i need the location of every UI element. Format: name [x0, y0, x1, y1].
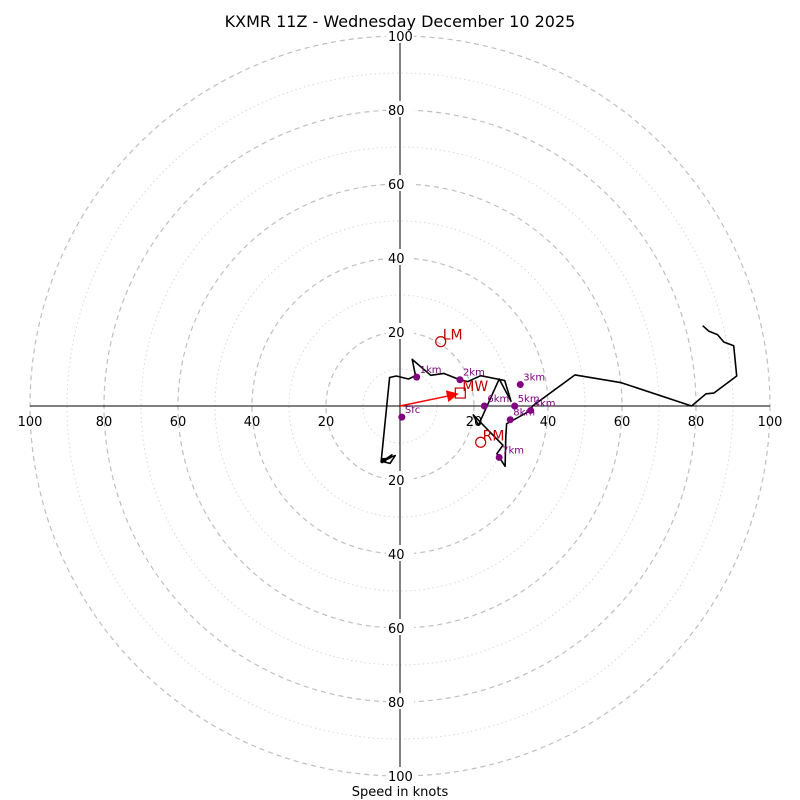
- storm-motion-markers: LM RM MW: [399, 328, 505, 448]
- tick-label-bg-north-100: [386, 27, 414, 43]
- hodograph-trace-layer: [380, 325, 738, 468]
- storm-motion-marker-rm: [475, 436, 487, 448]
- storm-motion-label-rm: RM: [483, 428, 505, 444]
- mean-wind-vector: [399, 390, 459, 407]
- height-marker-1km: [413, 373, 421, 381]
- height-marker-3km: [516, 381, 524, 389]
- tick-label-bg-south-20: [386, 471, 414, 487]
- height-label-1km: 1km: [420, 365, 442, 376]
- height-marker-5km: [511, 402, 519, 410]
- height-marker-6km: [480, 402, 488, 410]
- tick-label-north-40: 40: [388, 252, 405, 267]
- tick-label-bg-south-40: [386, 545, 414, 561]
- height-marker-4km: [527, 406, 535, 414]
- tick-label-bg-south-60: [386, 619, 414, 635]
- height-label-4km: 4km: [534, 398, 556, 409]
- tick-label-north-60: 60: [388, 178, 405, 193]
- tick-label-bg-north-60: [386, 175, 414, 191]
- tick-label-west-20: 20: [318, 415, 335, 430]
- tick-label-west-100: 100: [18, 415, 43, 430]
- tick-label-south-60: 60: [388, 622, 405, 637]
- tick-label-east-60: 60: [614, 415, 631, 430]
- storm-motion-label-mw: MW: [462, 379, 488, 395]
- height-label-2km: 2km: [463, 368, 485, 379]
- tick-label-west-80: 80: [96, 415, 113, 430]
- tick-label-north-80: 80: [388, 104, 405, 119]
- storm-motion-marker-mw: [454, 387, 466, 399]
- tick-label-east-80: 80: [688, 415, 705, 430]
- tick-label-bg-south-100: [386, 767, 414, 783]
- x-axis-label: Speed in knots: [352, 785, 449, 800]
- height-marker-sfc: [398, 413, 406, 421]
- height-label-8km: 8km: [513, 408, 535, 419]
- tick-label-west-60: 60: [170, 415, 187, 430]
- tick-label-north-100: 100: [388, 30, 413, 45]
- height-marker-7km: [495, 453, 503, 461]
- height-label-sfc: Sfc: [405, 405, 420, 416]
- height-marker-8km: [506, 416, 514, 424]
- height-marker-2km: [456, 376, 464, 384]
- tick-label-south-20: 20: [388, 474, 405, 489]
- tick-label-east-20: 20: [466, 415, 483, 430]
- storm-motion-label-lm: LM: [443, 328, 463, 344]
- hodograph-trace: [380, 325, 738, 468]
- tick-label-bg-north-20: [386, 323, 414, 339]
- storm-motion-marker-lm: [435, 336, 447, 348]
- tick-label-south-40: 40: [388, 548, 405, 563]
- height-label-6km: 6km: [487, 394, 509, 405]
- tick-label-north-20: 20: [388, 326, 405, 341]
- tick-label-bg-north-80: [386, 101, 414, 117]
- chart-title: KXMR 11Z - Wednesday December 10 2025: [225, 12, 576, 31]
- tick-label-west-40: 40: [244, 415, 261, 430]
- height-label-7km: 7km: [502, 445, 524, 456]
- tick-label-east-100: 100: [758, 415, 783, 430]
- height-label-3km: 3km: [523, 373, 545, 384]
- tick-labels: 20 20 20 20 40 40 40 40 60 60 60 60 80 80 80 80 100 100 10…: [18, 27, 783, 785]
- tick-label-south-80: 80: [388, 696, 405, 711]
- tick-label-bg-north-40: [386, 249, 414, 265]
- tick-label-south-100: 100: [388, 770, 413, 785]
- tick-label-bg-south-80: [386, 693, 414, 709]
- height-label-5km: 5km: [518, 394, 540, 405]
- tick-label-east-40: 40: [540, 415, 557, 430]
